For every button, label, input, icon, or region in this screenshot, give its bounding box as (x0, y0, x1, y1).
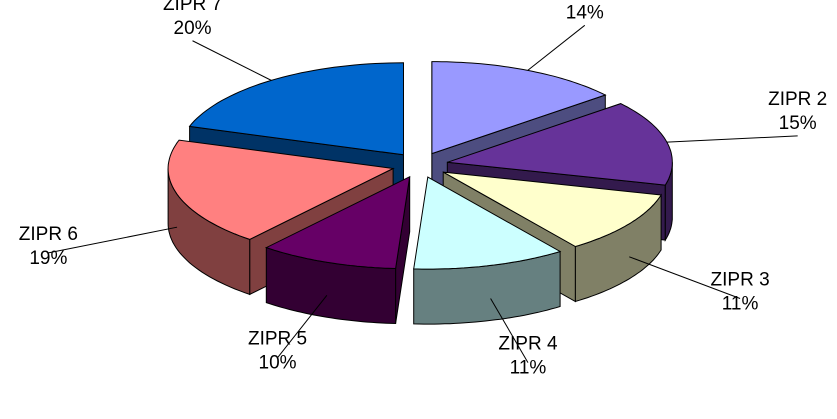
slice-value-label: 11% (510, 358, 547, 379)
slice-value-label: 11% (722, 294, 759, 315)
slice (264, 175, 411, 325)
slice-top (447, 103, 673, 186)
slice-top (442, 171, 662, 248)
slice-label: ZIPR 7 (163, 0, 222, 15)
slice-label: ZIPR 6 (19, 224, 78, 245)
leader-line (192, 40, 272, 81)
leader-line (277, 294, 328, 359)
leader-line (629, 256, 741, 299)
leader-line (527, 24, 586, 71)
slice-top (264, 175, 411, 270)
slice-value-label: 15% (779, 113, 817, 134)
slice-label: ZIPR 4 (498, 334, 558, 355)
leader-line (48, 226, 178, 254)
slice-label: ZIPR 2 (768, 89, 827, 110)
slice (413, 176, 562, 325)
slice-top (188, 62, 404, 156)
slice-top (167, 139, 395, 240)
slice-value-label: 14% (566, 2, 604, 23)
slice-label: ZIPR 5 (248, 329, 307, 350)
slice-value-label: 19% (29, 248, 67, 269)
slice-value-label: 20% (174, 18, 212, 39)
slice-top (431, 61, 607, 155)
leader-line (666, 135, 798, 143)
slice-value-label: 10% (259, 353, 297, 374)
leader-line (490, 298, 529, 363)
slice-top (413, 176, 562, 270)
slice-label: ZIPR 3 (711, 270, 770, 291)
